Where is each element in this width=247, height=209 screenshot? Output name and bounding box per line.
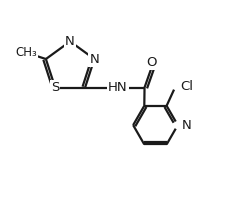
Text: S: S	[51, 81, 59, 94]
Text: N: N	[65, 35, 75, 48]
Text: Cl: Cl	[181, 80, 194, 93]
Text: N: N	[182, 119, 192, 132]
Text: CH₃: CH₃	[15, 46, 37, 59]
Text: HN: HN	[108, 81, 128, 94]
Text: O: O	[146, 56, 157, 69]
Text: N: N	[89, 52, 99, 66]
